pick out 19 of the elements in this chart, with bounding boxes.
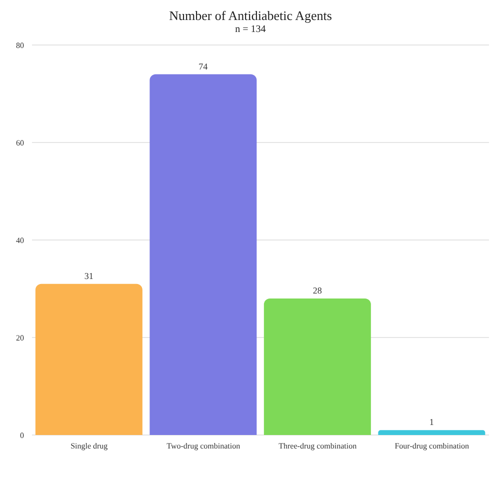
bar — [264, 298, 371, 435]
y-tick-label: 0 — [20, 430, 24, 440]
x-tick-label: Three-drug combination — [278, 442, 357, 451]
data-label: 1 — [429, 417, 434, 428]
bar — [150, 74, 257, 435]
chart-subtitle: n = 134 — [234, 24, 267, 35]
x-tick-label: Four-drug combination — [394, 442, 470, 451]
y-tick-label: 20 — [16, 333, 24, 342]
x-tick-label: Single drug — [70, 442, 108, 451]
y-tick-label: 60 — [16, 138, 24, 148]
bar — [378, 430, 486, 435]
data-label: 31 — [84, 270, 94, 281]
y-tick-label: 80 — [16, 40, 24, 50]
x-tick-label: Two-drug combination — [166, 442, 240, 451]
bar — [35, 284, 142, 435]
chart-title: Number of Antidiabetic Agents — [168, 8, 333, 24]
y-tick-label: 40 — [16, 236, 24, 245]
data-label: 28 — [312, 286, 322, 296]
data-label: 74 — [198, 61, 208, 72]
